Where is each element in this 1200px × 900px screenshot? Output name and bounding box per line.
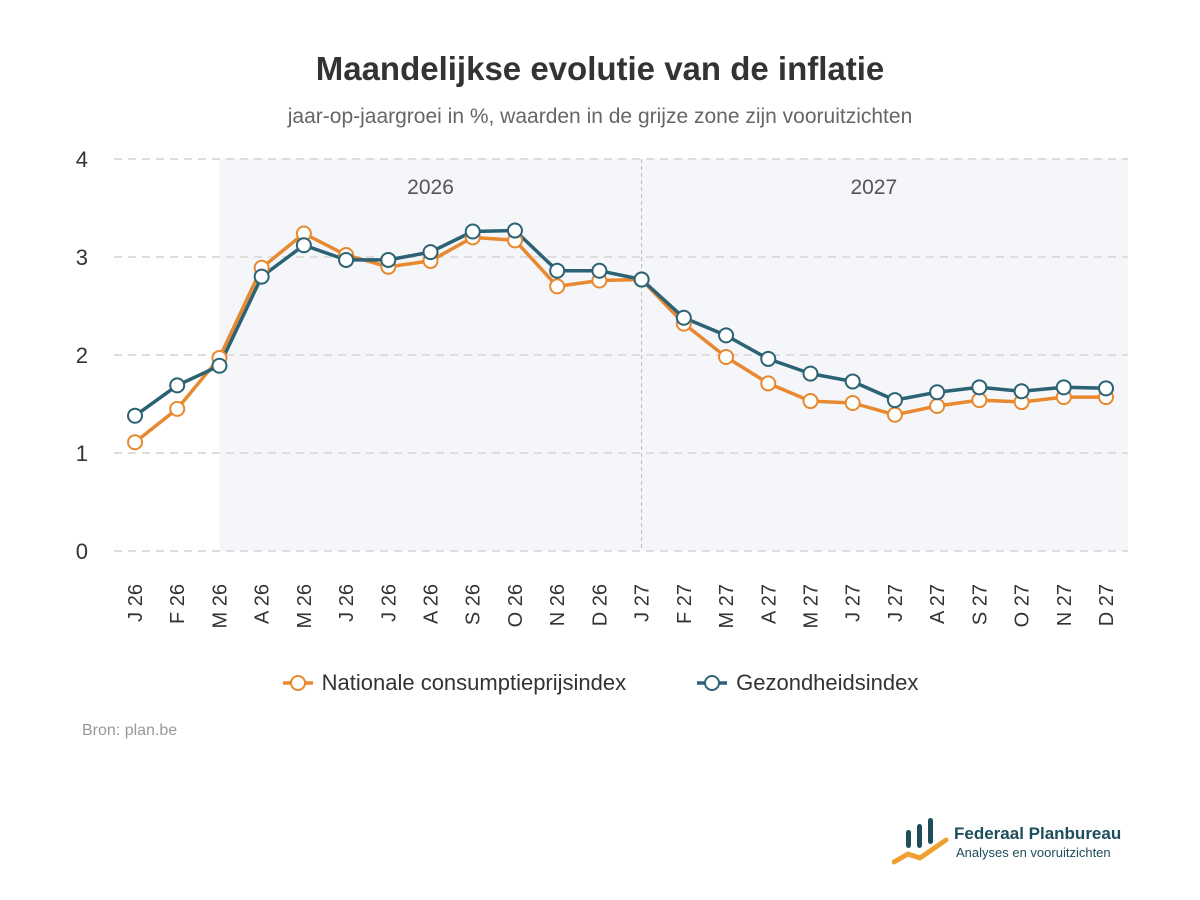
series-1-point (760, 350, 777, 367)
series-1-point (169, 377, 186, 394)
series-1-point (971, 379, 988, 396)
x-tick-label: J 27 (632, 584, 654, 622)
federaal-planbureau-logo: Federaal Planbureau Analyses en vooruitz… (891, 818, 1162, 868)
x-tick-label: J 26 (378, 584, 400, 622)
series-1-point (844, 373, 861, 390)
series-0-point (844, 395, 861, 412)
x-tick-label: M 26 (294, 584, 316, 628)
series-1-point (338, 251, 355, 268)
source-note: Bron: plan.be (82, 722, 178, 739)
legend-swatch-ncpi (282, 675, 313, 691)
series-1-point (1055, 379, 1072, 396)
series-1-point (549, 262, 566, 279)
x-tick-label: O 26 (505, 584, 527, 627)
x-tick-label: S 26 (463, 584, 485, 625)
series-1-point (506, 222, 523, 239)
series-0-point (169, 400, 186, 417)
x-tick-label: M 26 (209, 584, 231, 628)
x-tick-label: O 27 (1012, 584, 1034, 627)
x-tick-label: M 27 (716, 584, 738, 628)
x-tick-label: D 27 (1096, 584, 1118, 626)
x-tick-label: A 27 (758, 584, 780, 624)
chart-subtitle: jaar-op-jaargroei in %, waarden in de gr… (287, 105, 913, 128)
x-tick-label: J 27 (885, 584, 907, 622)
y-tick-label: 1 (76, 441, 88, 466)
series-0-point (886, 406, 903, 423)
x-tick-label: A 27 (927, 584, 949, 624)
x-tick-label: D 26 (589, 584, 611, 626)
year-label-2027: 2027 (850, 176, 897, 199)
series-1-point (591, 262, 608, 279)
series-1-point (929, 384, 946, 401)
x-tick-label: F 27 (674, 584, 696, 624)
series-1-point (886, 392, 903, 409)
series-0-point (802, 393, 819, 410)
x-tick-label: S 27 (969, 584, 991, 625)
logo-name: Federaal Planbureau (954, 824, 1122, 843)
series-1-point (675, 309, 692, 326)
y-tick-label: 0 (76, 539, 88, 564)
x-tick-label: A 26 (421, 584, 443, 624)
x-tick-label: F 26 (167, 584, 189, 624)
y-tick-label: 3 (76, 245, 88, 270)
series-1-point (802, 365, 819, 382)
legend-swatch-gezondheidsindex (697, 675, 728, 691)
series-0-point (549, 278, 566, 295)
series-1-point (422, 244, 439, 261)
series-0-point (127, 434, 143, 451)
logo-tagline: Analyses en vooruitzichten (956, 845, 1111, 860)
series-1-point (380, 251, 397, 268)
x-tick-label: N 26 (547, 584, 569, 626)
series-1-point (1098, 380, 1114, 397)
y-tick-label: 4 (76, 147, 88, 172)
legend-label-ncpi: Nationale consumptieprijsindex (321, 670, 627, 695)
x-tick-label: A 26 (252, 584, 274, 624)
year-label-2026: 2026 (407, 176, 454, 199)
series-1-point (464, 223, 481, 240)
series-1-point (718, 327, 735, 344)
series-1-point (1013, 383, 1030, 400)
x-tick-label: J 26 (336, 584, 358, 622)
series-0-point (929, 397, 946, 414)
legend-label-gezondheidsindex: Gezondheidsindex (736, 670, 919, 695)
y-tick-label: 2 (76, 343, 88, 368)
series-0-point (760, 375, 777, 392)
series-0-point (718, 348, 735, 365)
planbureau-logo-icon (891, 818, 949, 865)
x-tick-label: J 27 (843, 584, 865, 622)
legend-item-gezondheidsindex[interactable]: Gezondheidsindex (696, 670, 918, 696)
chart-title: Maandelijkse evolutie van de inflatie (315, 50, 885, 87)
x-tick-label: J 26 (125, 584, 147, 622)
x-tick-label: N 27 (1054, 584, 1076, 626)
series-1-point (211, 357, 228, 374)
series-1-point (295, 237, 312, 254)
series-1-point (253, 268, 270, 285)
line-chart: 0 1 2 3 4 2026 2027 J 26 F 26 M 26 A 26 M 26 J 26 J 2… (76, 147, 1128, 628)
series-1-point (127, 407, 143, 424)
legend-item-ncpi[interactable]: Nationale consumptieprijsindex (282, 670, 627, 696)
chart-legend: Nationale consumptieprijsindex Gezondhei… (0, 670, 1200, 696)
x-tick-label: M 27 (800, 584, 822, 628)
series-1-point (633, 271, 650, 288)
